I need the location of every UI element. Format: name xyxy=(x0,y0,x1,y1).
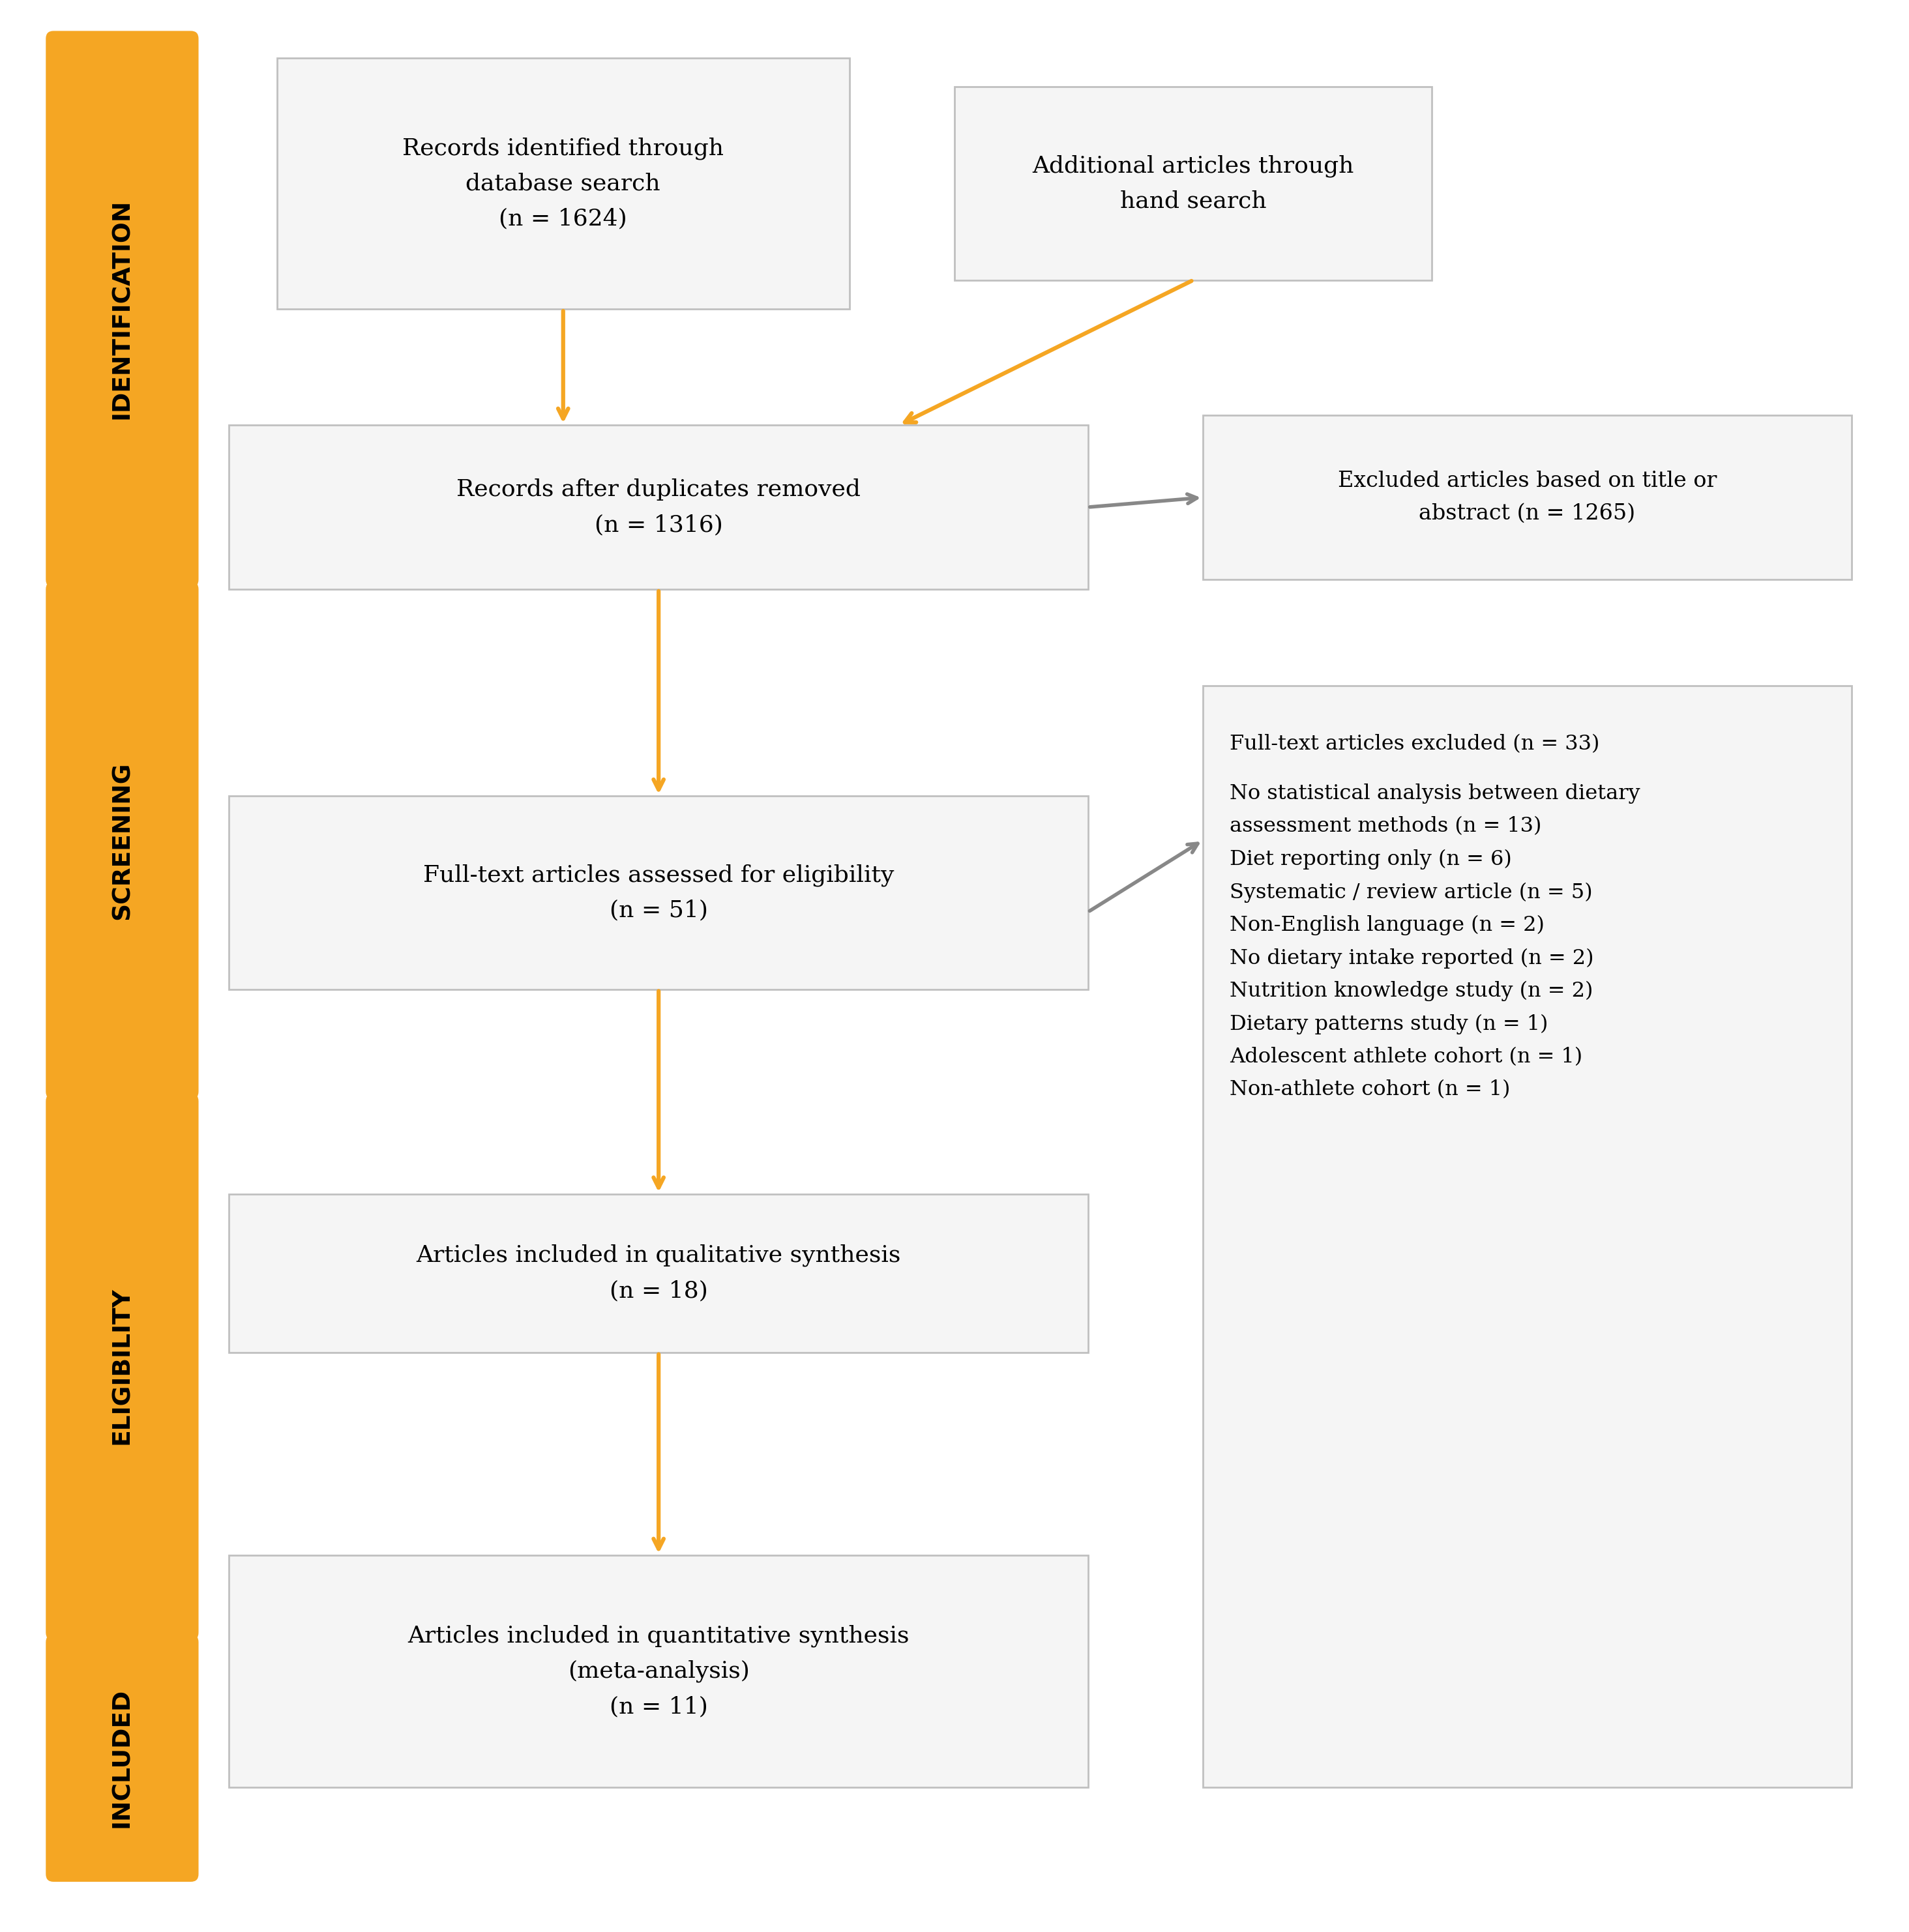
FancyBboxPatch shape xyxy=(46,31,199,587)
Text: Non-athlete cohort (n = 1): Non-athlete cohort (n = 1) xyxy=(1229,1080,1510,1099)
Text: (n = 1624): (n = 1624) xyxy=(498,209,628,230)
Text: (n = 18): (n = 18) xyxy=(609,1279,708,1302)
Text: Records identified through: Records identified through xyxy=(403,137,724,160)
Text: Full-text articles assessed for eligibility: Full-text articles assessed for eligibil… xyxy=(424,864,893,887)
FancyBboxPatch shape xyxy=(46,1634,199,1882)
Bar xyxy=(1203,415,1852,580)
Text: Full-text articles excluded (n = 33): Full-text articles excluded (n = 33) xyxy=(1229,734,1600,753)
Text: No dietary intake reported (n = 2): No dietary intake reported (n = 2) xyxy=(1229,949,1594,968)
Bar xyxy=(229,425,1088,589)
Bar xyxy=(229,1194,1088,1352)
Bar xyxy=(1203,686,1852,1787)
Text: INCLUDED: INCLUDED xyxy=(111,1689,134,1828)
Bar xyxy=(229,1555,1088,1787)
Text: No statistical analysis between dietary: No statistical analysis between dietary xyxy=(1229,784,1640,804)
Text: assessment methods (n = 13): assessment methods (n = 13) xyxy=(1229,817,1541,837)
Text: ELIGIBILITY: ELIGIBILITY xyxy=(111,1287,134,1445)
Bar xyxy=(229,796,1088,989)
Bar xyxy=(954,87,1432,280)
Text: Dietary patterns study (n = 1): Dietary patterns study (n = 1) xyxy=(1229,1014,1548,1034)
Text: Excluded articles based on title or: Excluded articles based on title or xyxy=(1338,471,1716,491)
Text: IDENTIFICATION: IDENTIFICATION xyxy=(111,199,134,419)
Text: database search: database search xyxy=(466,172,661,195)
Text: (n = 51): (n = 51) xyxy=(609,898,708,922)
Text: hand search: hand search xyxy=(1121,189,1266,213)
Text: Non-English language (n = 2): Non-English language (n = 2) xyxy=(1229,916,1544,935)
Text: abstract (n = 1265): abstract (n = 1265) xyxy=(1418,504,1636,524)
FancyBboxPatch shape xyxy=(46,582,199,1099)
Text: (meta-analysis): (meta-analysis) xyxy=(567,1660,750,1683)
Text: Adolescent athlete cohort (n = 1): Adolescent athlete cohort (n = 1) xyxy=(1229,1047,1583,1066)
Text: Articles included in qualitative synthesis: Articles included in qualitative synthes… xyxy=(416,1244,901,1267)
Text: (n = 11): (n = 11) xyxy=(609,1696,708,1718)
Text: Additional articles through: Additional articles through xyxy=(1033,155,1353,178)
Text: Records after duplicates removed: Records after duplicates removed xyxy=(456,479,861,500)
Bar xyxy=(277,58,850,309)
Text: Diet reporting only (n = 6): Diet reporting only (n = 6) xyxy=(1229,850,1512,869)
Text: Articles included in quantitative synthesis: Articles included in quantitative synthe… xyxy=(409,1625,909,1648)
Text: (n = 1316): (n = 1316) xyxy=(594,514,724,535)
FancyBboxPatch shape xyxy=(46,1094,199,1640)
Text: SCREENING: SCREENING xyxy=(111,761,134,920)
Text: Systematic / review article (n = 5): Systematic / review article (n = 5) xyxy=(1229,883,1592,902)
Text: Nutrition knowledge study (n = 2): Nutrition knowledge study (n = 2) xyxy=(1229,981,1592,1001)
